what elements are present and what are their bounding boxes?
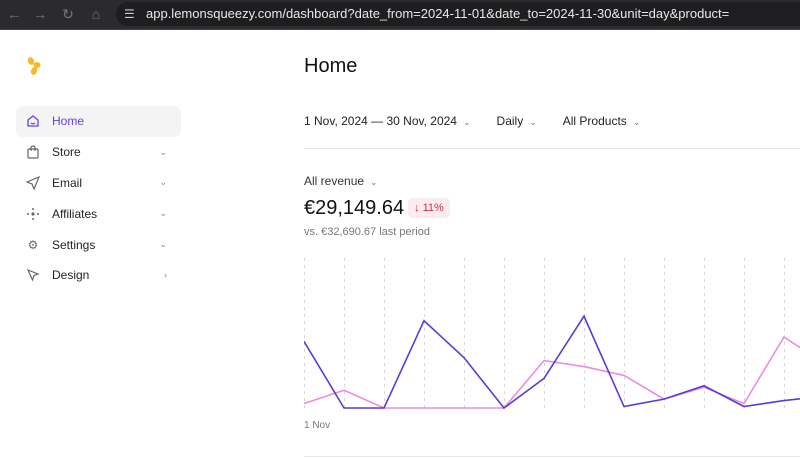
chevron-down-icon: ⌄ <box>159 208 167 219</box>
product-label: All Products <box>562 114 627 128</box>
date-range-dropdown[interactable]: 1 Nov, 2024 — 30 Nov, 2024 ⌄ <box>304 114 471 128</box>
sidebar-item-label: Affiliates <box>52 206 98 221</box>
sidebar-item-email[interactable]: Email ⌄ <box>16 168 181 199</box>
current-period-line <box>304 314 800 410</box>
gear-icon: ⚙ <box>27 237 39 252</box>
chevron-down-icon: ⌄ <box>462 117 471 127</box>
metric-value: €29,149.64 <box>304 197 405 219</box>
change-badge: ↓ 11% <box>408 198 450 218</box>
sidebar-item-affiliates[interactable]: Affiliates ⌄ <box>16 198 181 229</box>
arrow-down-icon: ↓ <box>414 202 420 214</box>
chevron-right-icon: › <box>164 270 167 281</box>
divider <box>304 456 800 457</box>
reload-icon[interactable]: ↻ <box>62 6 74 22</box>
sidebar-item-label: Email <box>52 175 83 190</box>
bag-icon <box>25 144 41 160</box>
sidebar-item-settings[interactable]: ⚙ Settings ⌄ <box>16 229 181 260</box>
filter-bar: 1 Nov, 2024 — 30 Nov, 2024 ⌄ Daily ⌄ All P… <box>304 114 640 128</box>
chevron-down-icon: ⌄ <box>159 177 167 188</box>
send-icon <box>25 175 41 191</box>
metric-dropdown[interactable]: All revenue ⌄ <box>304 174 378 188</box>
divider <box>304 148 800 149</box>
chevron-down-icon: ⌄ <box>529 117 537 127</box>
sidebar-item-label: Design <box>52 268 90 283</box>
chevron-down-icon: ⌄ <box>159 146 167 157</box>
sidebar-item-home[interactable]: Home <box>16 106 181 137</box>
product-dropdown[interactable]: All Products ⌄ <box>563 114 641 128</box>
cursor-icon <box>25 267 41 283</box>
revenue-chart <box>304 258 800 410</box>
address-bar[interactable]: ☰ app.lemonsqueezy.com/dashboard?date_fr… <box>116 2 800 26</box>
home-icon <box>25 113 41 129</box>
date-range-label: 1 Nov, 2024 — 30 Nov, 2024 <box>304 114 457 128</box>
affiliates-icon <box>25 206 41 222</box>
back-icon[interactable]: ← <box>7 6 21 22</box>
sidebar-item-store[interactable]: Store ⌄ <box>16 137 181 168</box>
change-value: 11% <box>422 202 444 214</box>
chevron-down-icon: ⌄ <box>159 239 167 250</box>
unit-dropdown[interactable]: Daily ⌄ <box>497 114 537 128</box>
forward-icon[interactable]: → <box>33 6 47 22</box>
sidebar-item-label: Home <box>52 114 85 129</box>
previous-period-line <box>304 335 800 409</box>
home-browser-icon[interactable]: ⌂ <box>91 6 101 22</box>
chevron-down-icon: ⌄ <box>632 117 641 127</box>
site-settings-icon[interactable]: ☰ <box>124 7 135 21</box>
x-tick-label: 1 Nov <box>304 420 331 431</box>
chevron-down-icon: ⌄ <box>370 177 378 187</box>
url-text: app.lemonsqueezy.com/dashboard?date_from… <box>146 6 730 21</box>
sidebar-item-label: Settings <box>52 237 96 252</box>
metric-label: All revenue <box>304 174 365 188</box>
lemon-squeezy-logo[interactable] <box>26 56 44 78</box>
page-title: Home <box>304 55 358 77</box>
sidebar-item-label: Store <box>52 145 81 160</box>
sidebar: Home Store ⌄ Email ⌄ Affiliates ⌄ ⚙ Settings… <box>16 106 181 291</box>
browser-toolbar: ← → ↻ ⌂ ☰ app.lemonsqueezy.com/dashboard… <box>0 0 800 30</box>
sidebar-item-design[interactable]: Design › <box>16 260 181 291</box>
comparison-text: vs. €32,690.67 last period <box>304 226 430 238</box>
unit-label: Daily <box>496 114 524 128</box>
